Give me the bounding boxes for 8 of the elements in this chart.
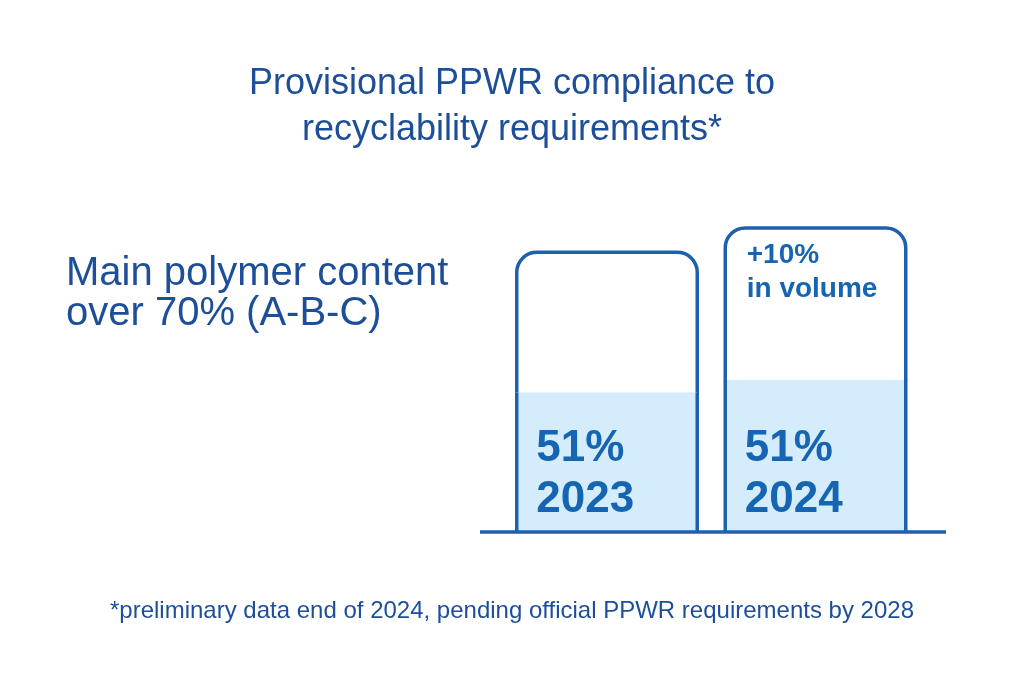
text: *preliminary data end of 2024, pending official PPWR requirements by 2028 bbox=[109, 595, 915, 625]
x-tick-label: 2023 bbox=[536, 472, 635, 521]
annotation: 51% bbox=[536, 421, 625, 470]
y-axis-title: Main polymer content over 70% (A-B-C) bbox=[66, 249, 450, 333]
annotation: 51% bbox=[744, 421, 833, 470]
chart-title: Provisional PPWR compliance to recyclability requirements* bbox=[247, 60, 777, 150]
annotation: +10% in volume bbox=[746, 238, 878, 303]
x-tick-label: 2024 bbox=[744, 472, 844, 521]
